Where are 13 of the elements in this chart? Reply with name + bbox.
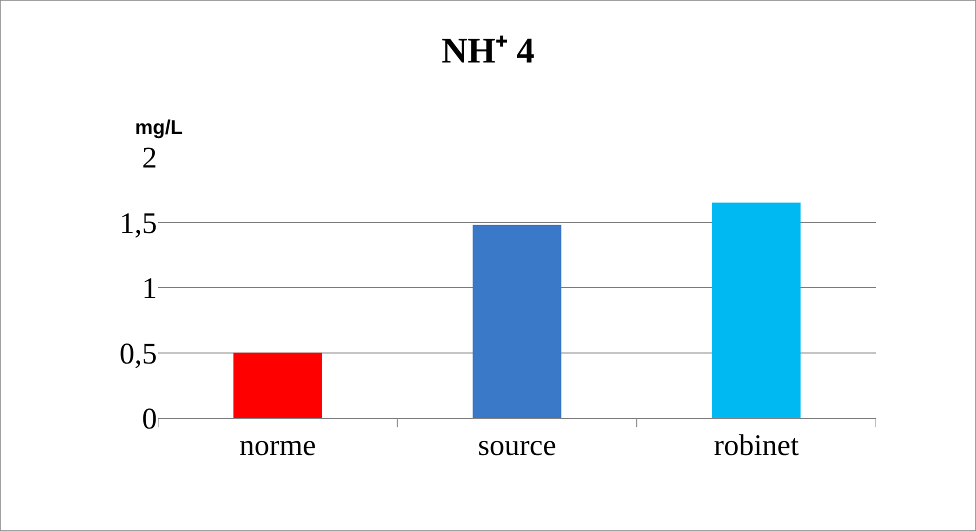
x-tick-label: source: [478, 429, 556, 462]
bar: [472, 224, 562, 418]
y-tick-label: 0,5: [120, 337, 157, 370]
bar: [712, 202, 801, 418]
y-tick-label: 1: [142, 272, 157, 305]
y-tick-label: 2: [142, 142, 157, 174]
x-tick-label: robinet: [714, 429, 800, 462]
chart-title: NH⁺ 4: [442, 30, 534, 70]
x-tick-label: norme: [239, 429, 316, 462]
y-tick-label: 0: [142, 402, 157, 436]
y-axis-title: mg/L: [135, 117, 183, 139]
y-tick-label: 1,5: [120, 206, 157, 240]
bar: [233, 352, 322, 418]
